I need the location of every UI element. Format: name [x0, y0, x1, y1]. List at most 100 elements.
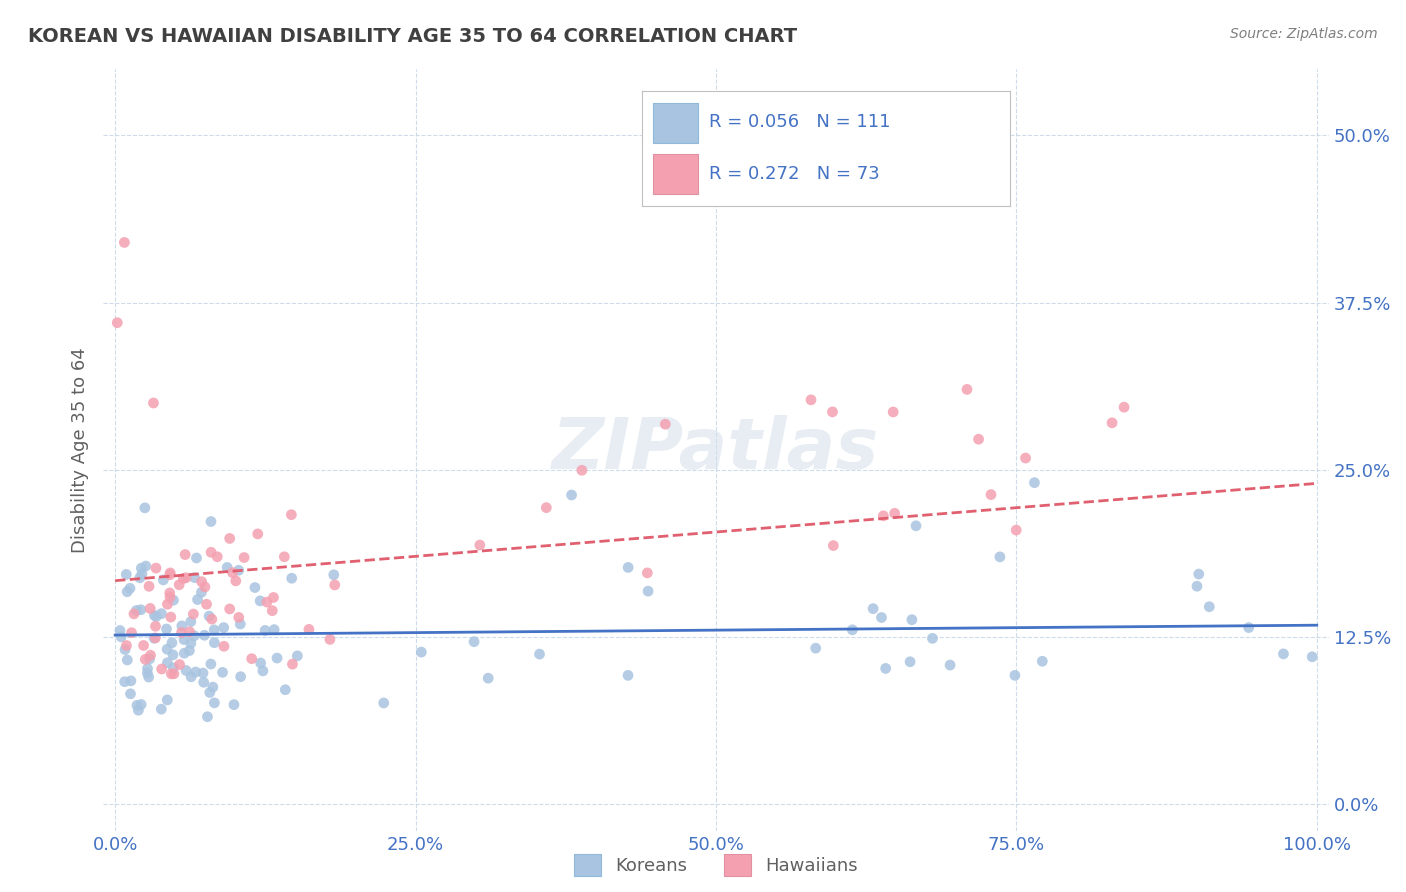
Point [183, 571, 205, 585]
Point [173, 646, 195, 660]
Point [173, 632, 195, 647]
Point [273, 549, 295, 564]
Point [117, 653, 139, 667]
Point [218, 532, 240, 546]
Point [202, 636, 225, 650]
Point [174, 548, 197, 562]
Point [115, 567, 138, 582]
Point [875, 661, 897, 675]
Point [967, 432, 990, 446]
Point [1004, 668, 1026, 682]
Point [163, 666, 186, 681]
Point [1024, 475, 1046, 490]
Point [120, 687, 142, 701]
Point [905, 518, 928, 533]
Text: ZIPatlas: ZIPatlas [553, 416, 880, 484]
Point [1185, 579, 1208, 593]
Point [1237, 621, 1260, 635]
Point [804, 641, 827, 656]
Point [162, 661, 184, 675]
Point [883, 506, 905, 520]
Point [200, 657, 222, 671]
Point [218, 602, 240, 616]
Point [159, 586, 181, 600]
Point [274, 682, 297, 697]
Point [172, 572, 194, 586]
Legend: Koreans, Hawaiians: Koreans, Hawaiians [567, 847, 865, 883]
Point [228, 610, 250, 624]
Point [280, 508, 302, 522]
Point [229, 617, 252, 632]
Point [240, 651, 263, 665]
Point [1112, 400, 1135, 414]
Point [211, 665, 233, 680]
Point [162, 593, 184, 607]
Point [170, 625, 193, 640]
Point [988, 549, 1011, 564]
Point [193, 628, 215, 642]
Point [243, 581, 266, 595]
Point [980, 488, 1002, 502]
Point [110, 630, 132, 644]
Point [131, 561, 153, 575]
Point [202, 696, 225, 710]
Point [180, 615, 202, 629]
Point [186, 551, 208, 566]
Point [281, 657, 304, 672]
Point [156, 693, 179, 707]
Point [155, 622, 177, 636]
Point [256, 595, 278, 609]
Point [529, 647, 551, 661]
Point [139, 648, 162, 663]
Point [654, 417, 676, 432]
Point [190, 574, 212, 589]
Point [536, 500, 558, 515]
Point [162, 648, 184, 662]
Point [112, 235, 135, 250]
Point [145, 619, 167, 633]
Point [129, 603, 152, 617]
Point [136, 661, 159, 675]
Point [114, 674, 136, 689]
Point [170, 619, 193, 633]
Point [225, 574, 247, 588]
Text: KOREAN VS HAWAIIAN DISABILITY AGE 35 TO 64 CORRELATION CHART: KOREAN VS HAWAIIAN DISABILITY AGE 35 TO … [28, 27, 797, 45]
Point [571, 463, 593, 477]
Point [862, 601, 884, 615]
Point [1101, 416, 1123, 430]
Point [179, 624, 201, 639]
Point [138, 652, 160, 666]
Point [108, 624, 131, 638]
Point [142, 396, 165, 410]
Point [202, 623, 225, 637]
Point [1031, 654, 1053, 668]
Point [193, 675, 215, 690]
Point [1198, 599, 1220, 614]
Point [901, 613, 924, 627]
Point [138, 579, 160, 593]
Point [637, 584, 659, 599]
Point [263, 623, 285, 637]
Point [145, 631, 167, 645]
Point [468, 538, 491, 552]
Point [939, 658, 962, 673]
Point [183, 607, 205, 621]
Point [198, 609, 221, 624]
Point [200, 515, 222, 529]
Point [160, 666, 183, 681]
Point [262, 604, 284, 618]
Point [322, 567, 344, 582]
Point [180, 636, 202, 650]
Point [956, 383, 979, 397]
Point [463, 634, 485, 648]
Point [138, 670, 160, 684]
Point [131, 566, 153, 581]
Point [249, 594, 271, 608]
Point [198, 685, 221, 699]
Point [921, 632, 943, 646]
Point [174, 571, 197, 585]
Point [115, 584, 138, 599]
Point [129, 698, 152, 712]
Point [143, 632, 166, 646]
Point [800, 392, 823, 407]
